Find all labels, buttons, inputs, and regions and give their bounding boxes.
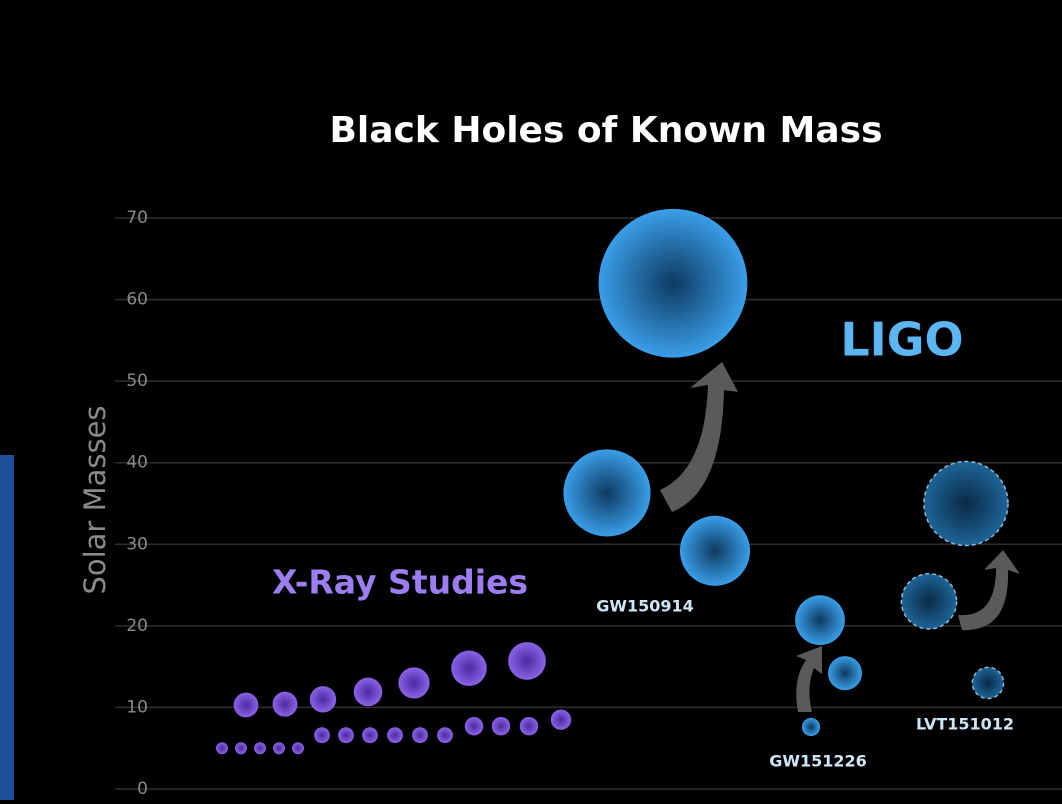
merger-arrows	[660, 362, 1020, 712]
event-label: GW151226	[769, 752, 867, 771]
arrow	[796, 646, 822, 712]
y-tick-label: 70	[126, 208, 148, 228]
bubble	[900, 573, 958, 630]
bubble	[679, 515, 751, 586]
xray-label: X-Ray Studies	[272, 563, 528, 602]
bubble	[338, 727, 354, 744]
bubble	[508, 642, 546, 680]
bubble	[795, 595, 845, 645]
y-tick-label: 40	[126, 453, 148, 473]
edge-strip	[0, 455, 14, 800]
bubble	[314, 727, 330, 744]
bubble	[464, 716, 484, 736]
event-label: LVT151012	[916, 715, 1014, 734]
bubble	[272, 691, 298, 717]
y-axis-label: Solar Masses	[78, 405, 112, 594]
bubble	[563, 449, 651, 537]
y-tick-label: 50	[126, 371, 148, 391]
bubble	[971, 666, 1005, 700]
bubble	[235, 742, 247, 755]
chart-title: Black Holes of Known Mass	[329, 110, 882, 151]
bubble	[292, 742, 304, 755]
bubble	[412, 727, 428, 744]
bubble	[398, 667, 430, 699]
y-tick-label: 30	[126, 534, 148, 554]
y-tick-label: 10	[126, 697, 148, 717]
bubble	[233, 692, 259, 718]
bubble	[923, 460, 1009, 547]
arrow	[958, 550, 1020, 631]
bubble	[598, 208, 748, 358]
bubble	[550, 709, 572, 730]
bubble	[362, 727, 378, 744]
bubble	[309, 686, 337, 713]
bubble	[353, 677, 383, 707]
y-tick-label: 0	[137, 779, 148, 799]
bubble	[216, 742, 228, 755]
y-tick-label: 20	[126, 616, 148, 636]
arrow	[660, 362, 738, 512]
event-label: GW150914	[596, 597, 694, 616]
bubble	[273, 742, 285, 755]
ligo-label: LIGO	[840, 313, 963, 367]
bubble	[437, 727, 453, 744]
bubble	[827, 656, 863, 691]
bubble	[519, 716, 539, 736]
bubble	[451, 650, 487, 687]
y-tick-label: 60	[126, 290, 148, 310]
bubble	[801, 717, 821, 737]
bubble	[254, 742, 266, 755]
bubble	[491, 716, 511, 736]
bubble	[387, 727, 403, 744]
